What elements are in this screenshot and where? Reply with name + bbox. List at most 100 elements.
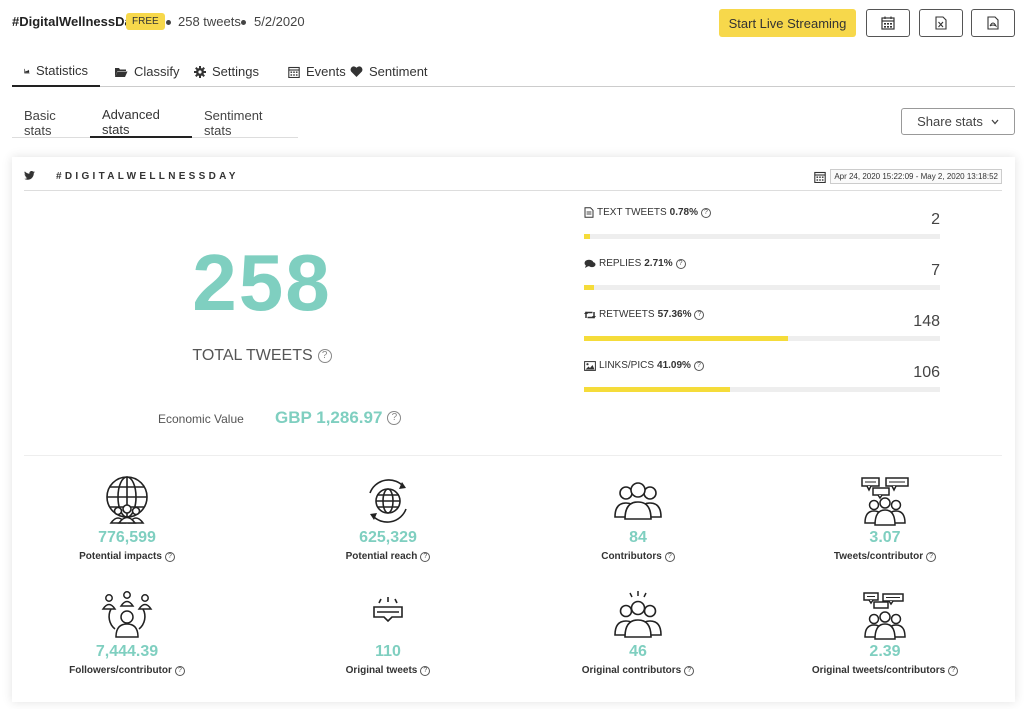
tab-label: Events <box>306 64 346 79</box>
stat-label-text: Original tweets <box>345 665 418 676</box>
economic-value-label: Economic Value <box>158 412 244 426</box>
group-chat-icon <box>861 477 909 526</box>
stat-label: Potential impacts? <box>12 551 242 562</box>
date-range-picker[interactable]: Apr 24, 2020 15:22:09 - May 2, 2020 13:1… <box>814 169 1002 184</box>
stat-value: 46 <box>629 643 647 660</box>
economic-value-amount: GBP 1,286.97 <box>275 408 383 427</box>
folder-open-icon <box>115 67 128 77</box>
breakdown-count: 2 <box>931 211 940 228</box>
share-stats-label: Share stats <box>917 114 983 129</box>
tweet-count: 258 tweets <box>178 14 241 29</box>
help-icon[interactable]: ? <box>926 551 937 562</box>
help-icon[interactable]: ? <box>420 551 431 562</box>
help-icon[interactable]: ? <box>664 551 675 562</box>
total-tweets-label: TOTAL TWEETS ? <box>162 347 362 365</box>
stat-potential-reach: 625,329 Potential reach? <box>273 475 503 562</box>
heart-icon <box>350 65 363 77</box>
breakdown-count: 148 <box>913 313 940 330</box>
comments-icon <box>584 259 596 268</box>
economic-value: GBP 1,286.97 ? <box>275 408 402 428</box>
help-icon[interactable]: ? <box>317 349 332 363</box>
stat-value: 625,329 <box>359 529 417 546</box>
stat-label: Contributors? <box>523 551 753 562</box>
stat-label-text: Original tweets/contributors <box>811 665 946 676</box>
breakdown-percent: 2.71% <box>644 258 673 269</box>
breakdown-name: TEXT TWEETS <box>597 207 667 218</box>
stat-label-text: Potential impacts <box>79 551 162 562</box>
breakdown-label: RETWEETS 57.36% ? <box>584 309 705 320</box>
stat-label-text: Followers/contributor <box>69 665 172 676</box>
plan-badge: FREE <box>126 13 165 30</box>
stat-contributors: 84 Contributors? <box>523 475 753 562</box>
start-live-streaming-button[interactable]: Start Live Streaming <box>719 9 856 37</box>
progress-track <box>584 336 940 341</box>
breakdown-name: RETWEETS <box>599 309 655 320</box>
tab-statistics[interactable]: Statistics <box>12 56 100 87</box>
breakdown-count: 106 <box>913 364 940 381</box>
tab-label: Statistics <box>35 63 88 78</box>
group-shine-icon <box>614 591 662 638</box>
breakdown-label: LINKS/PICS 41.09% ? <box>584 360 704 371</box>
breakdown-label: REPLIES 2.71% ? <box>584 258 686 269</box>
tab-settings[interactable]: Settings <box>182 56 271 87</box>
breakdown-replies: REPLIES 2.71% ? 7 <box>584 258 940 298</box>
progress-fill <box>584 285 594 290</box>
help-icon[interactable]: ? <box>693 360 704 371</box>
help-icon[interactable]: ? <box>164 551 175 562</box>
subtab-sentiment-stats[interactable]: Sentiment stats <box>192 108 298 138</box>
stat-label: Followers/contributor? <box>12 665 242 676</box>
document-icon <box>584 207 594 218</box>
pdf-export-button[interactable] <box>971 9 1015 37</box>
tab-sentiment[interactable]: Sentiment <box>338 56 440 87</box>
image-icon <box>584 360 596 371</box>
breakdown-percent: 41.09% <box>657 360 691 371</box>
globe-people-icon <box>106 476 148 524</box>
gear-icon <box>194 65 206 78</box>
help-icon[interactable]: ? <box>387 411 402 425</box>
header-bar: #DigitalWellnessDay FREE 258 tweets 5/2/… <box>0 0 1024 46</box>
group-chat-icon <box>863 592 906 640</box>
subtab-basic-stats[interactable]: Basic stats <box>12 108 90 138</box>
stat-label-text: Contributors <box>601 551 662 562</box>
pdf-file-icon <box>987 16 999 30</box>
progress-fill <box>584 336 789 341</box>
help-icon[interactable]: ? <box>948 665 959 676</box>
project-title: #DigitalWellnessDay <box>12 14 139 29</box>
help-icon[interactable]: ? <box>694 309 705 320</box>
help-icon[interactable]: ? <box>420 665 431 676</box>
subtab-advanced-stats[interactable]: Advanced stats <box>90 107 192 138</box>
help-icon[interactable]: ? <box>675 258 686 269</box>
chevron-down-icon <box>991 119 999 124</box>
stat-label-text: Potential reach <box>345 551 418 562</box>
stat-value: 7,444.39 <box>95 643 159 660</box>
date-range-field[interactable]: Apr 24, 2020 15:22:09 - May 2, 2020 13:1… <box>830 169 1002 184</box>
share-stats-dropdown[interactable]: Share stats <box>901 108 1015 135</box>
breakdown-percent: 57.36% <box>657 309 692 320</box>
stat-potential-impacts: 776,599 Potential impacts? <box>12 475 242 562</box>
help-icon[interactable]: ? <box>684 665 695 676</box>
breakdown-name: LINKS/PICS <box>599 360 655 371</box>
tab-events[interactable]: Events <box>276 56 358 87</box>
excel-export-button[interactable] <box>919 9 963 37</box>
help-icon[interactable]: ? <box>701 207 711 218</box>
stat-original-contributors: 46 Original contributors? <box>523 589 753 676</box>
breakdown-text-tweets: TEXT TWEETS 0.78% ? 2 <box>584 207 940 247</box>
help-icon[interactable]: ? <box>174 665 185 676</box>
calendar-icon <box>814 171 827 183</box>
breakdown-retweets: RETWEETS 57.36% ? 148 <box>584 309 940 349</box>
stats-card: #DIGITALWELLNESSDAY Apr 24, 2020 15:22:0… <box>12 157 1015 702</box>
breakdown-count: 7 <box>931 262 940 279</box>
stat-value: 110 <box>375 643 401 660</box>
separator-dot <box>166 20 171 25</box>
hashtag-title: #DIGITALWELLNESSDAY <box>56 171 239 182</box>
calendar-export-button[interactable] <box>866 9 910 37</box>
progress-track <box>584 285 940 290</box>
network-people-icon <box>101 591 153 638</box>
calendar-icon <box>288 66 300 78</box>
globe-arrows-icon <box>369 479 407 523</box>
section-divider <box>24 455 1002 456</box>
tab-classify[interactable]: Classify <box>102 56 192 87</box>
stat-label: Original tweets/contributors? <box>770 665 1000 676</box>
stat-original-tweets: 110 Original tweets? <box>273 589 503 676</box>
stat-value: 3.07 <box>869 529 901 546</box>
